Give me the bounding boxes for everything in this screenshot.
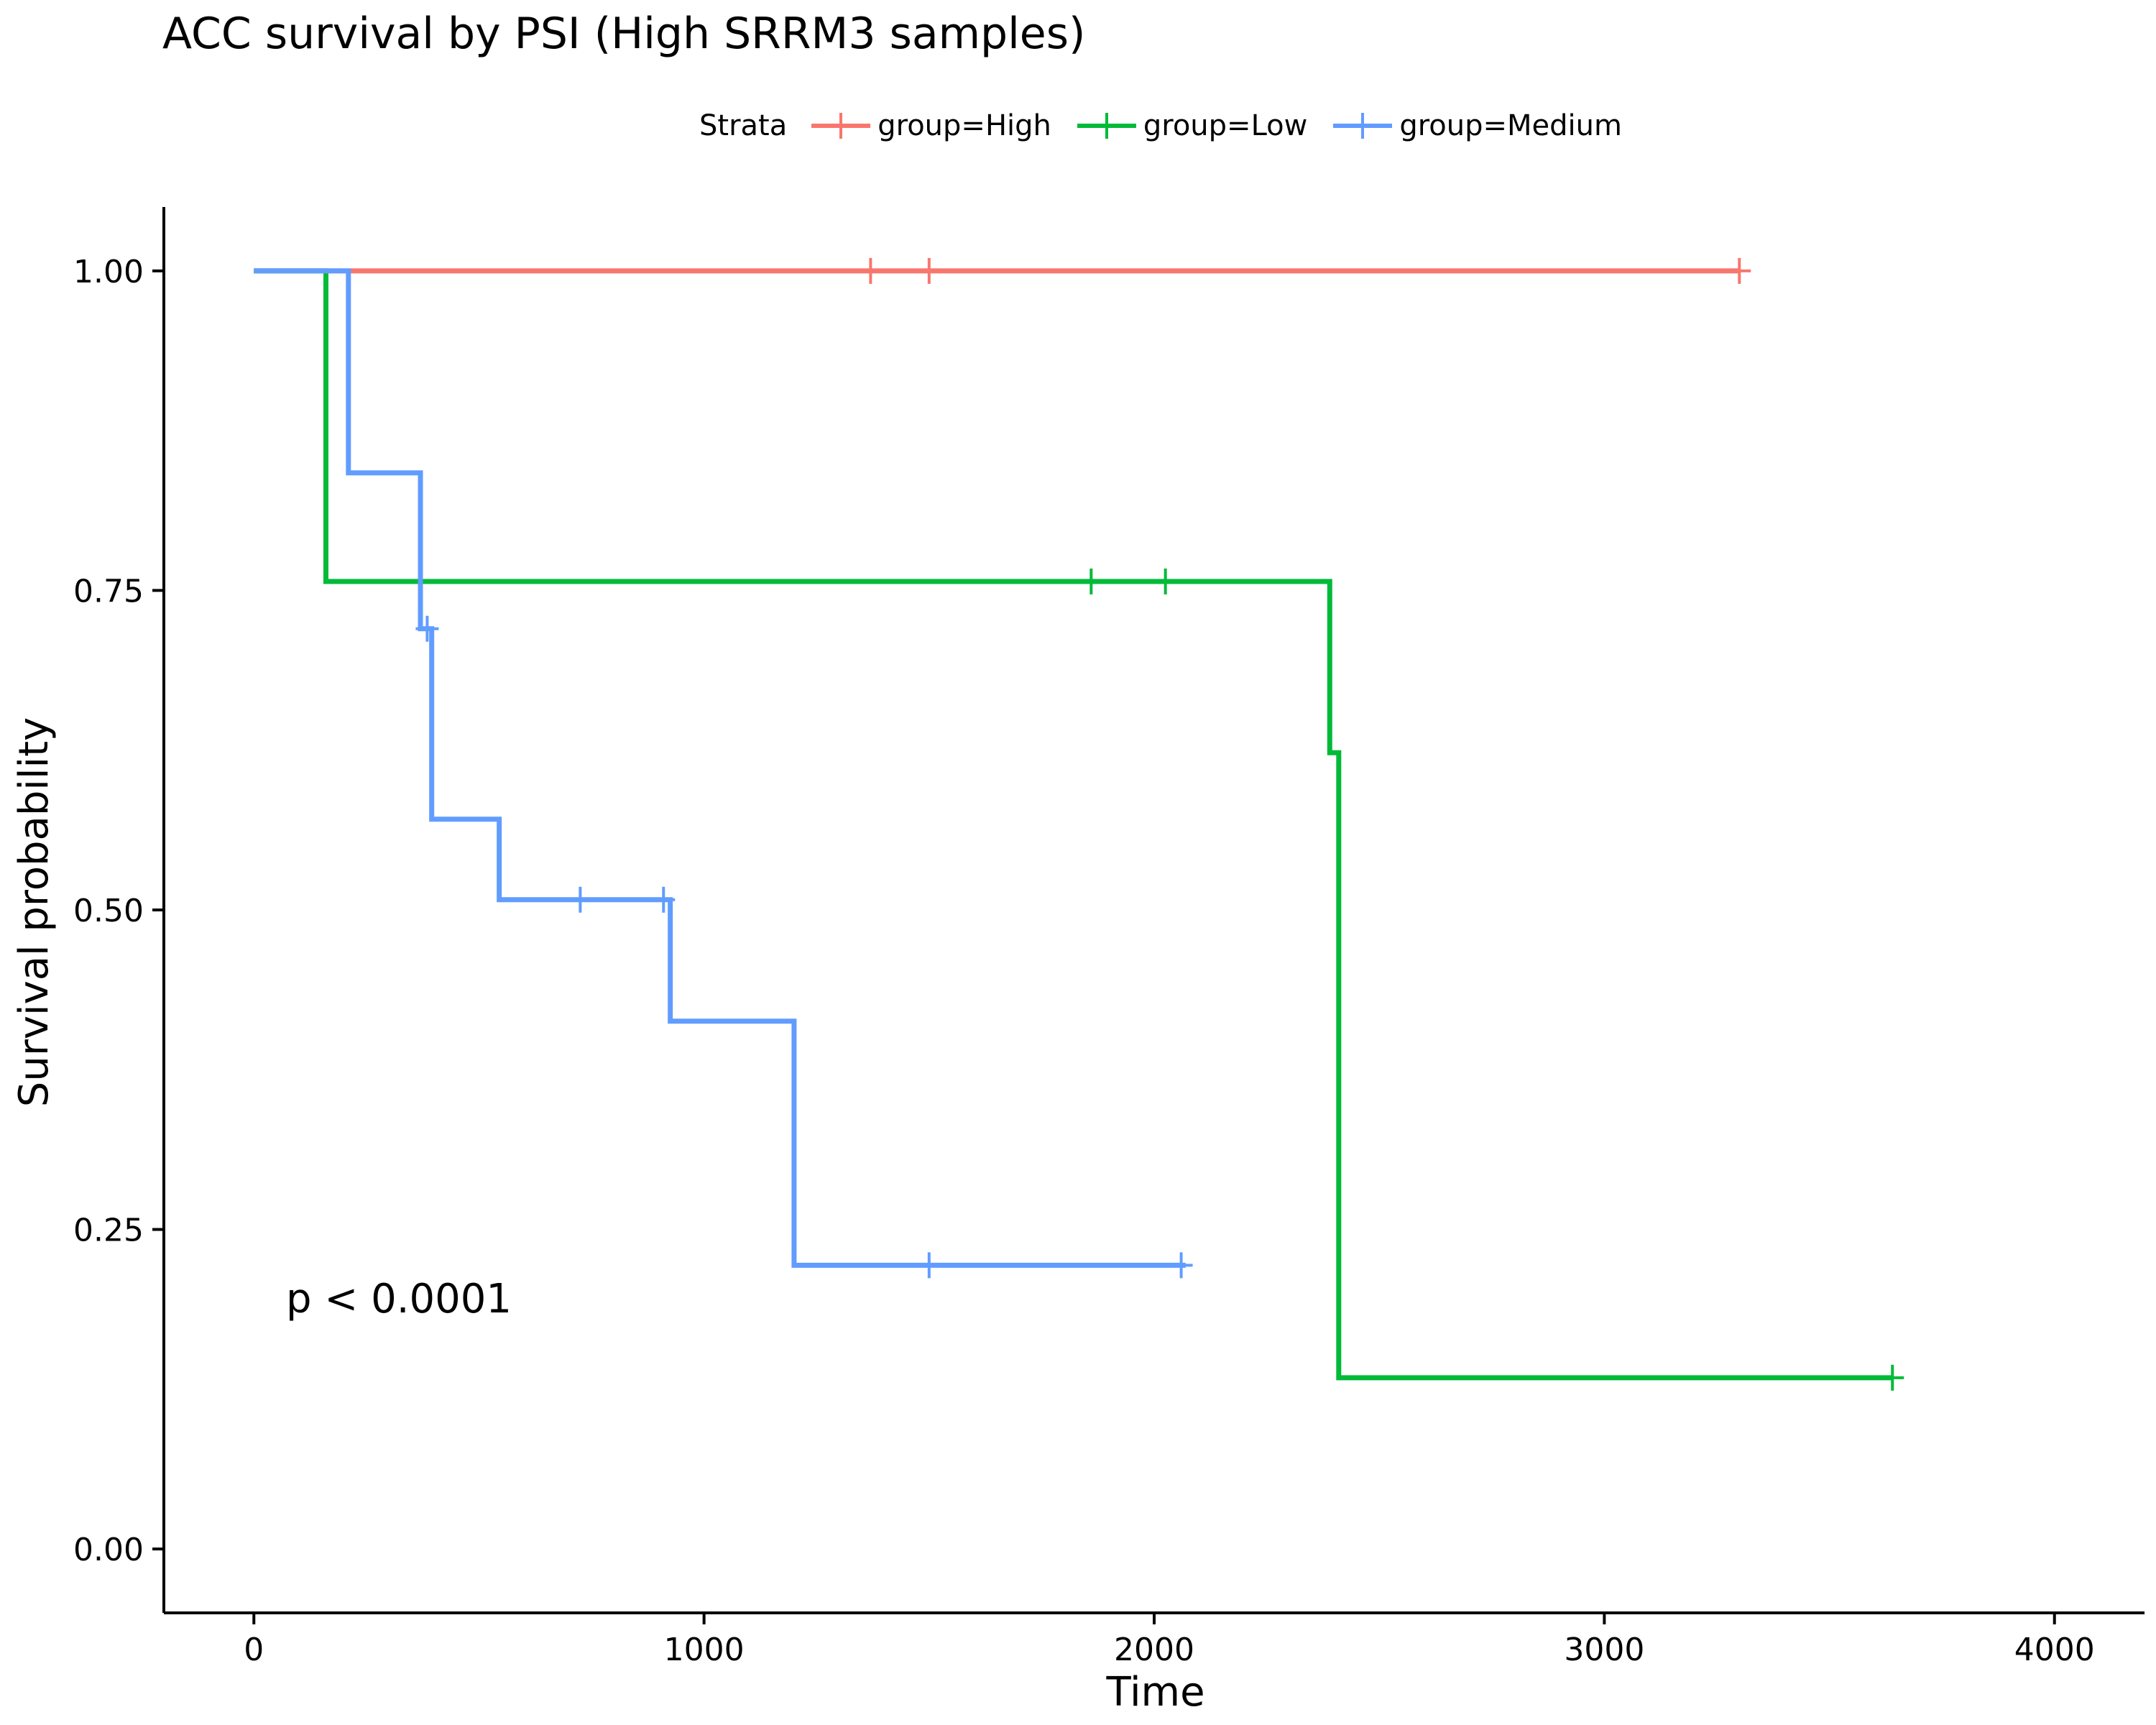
- x-axis-label: Time: [1105, 1669, 1204, 1716]
- series-line-low: [254, 268, 1893, 1381]
- legend-label-low: group=Low: [1143, 109, 1308, 142]
- legend-label-medium: group=Medium: [1399, 109, 1622, 142]
- x-tick-label: 3000: [1564, 1632, 1644, 1668]
- legend-item-low: group=Low: [1074, 104, 1307, 147]
- legend-key-high: [811, 113, 871, 139]
- legend-title: Strata: [699, 109, 788, 142]
- p-value-annotation: p < 0.0001: [286, 1276, 512, 1322]
- legend-item-medium: group=Medium: [1330, 104, 1622, 147]
- x-tick-label: 2000: [1114, 1632, 1194, 1668]
- legend-item-high: group=High: [808, 104, 1051, 147]
- x-tick-label: 4000: [2014, 1632, 2095, 1668]
- legend: Strata group=High group=Low group=Medium: [0, 101, 2156, 151]
- y-tick-label: 0.25: [73, 1213, 144, 1249]
- y-axis-label: Survival probability: [11, 717, 57, 1107]
- x-tick-label: 1000: [664, 1632, 745, 1668]
- x-tick-label: 0: [244, 1632, 264, 1668]
- legend-key-low: [1077, 113, 1136, 139]
- axes: 0 1000 2000 3000 4000 0.00 0.25 0.50 0.75 1.00: [73, 207, 2145, 1668]
- legend-key-medium: [1333, 113, 1393, 139]
- series-line-medium: [254, 268, 1186, 1268]
- y-tick-label: 0.50: [73, 893, 144, 929]
- y-tick-label: 1.00: [73, 254, 144, 290]
- legend-label-high: group=High: [877, 109, 1051, 142]
- y-tick-label: 0.75: [73, 573, 144, 610]
- series-layer: [254, 257, 1904, 1391]
- chart-title: ACC survival by PSI (High SRRM3 samples): [162, 9, 1086, 59]
- y-tick-label: 0.00: [73, 1532, 144, 1568]
